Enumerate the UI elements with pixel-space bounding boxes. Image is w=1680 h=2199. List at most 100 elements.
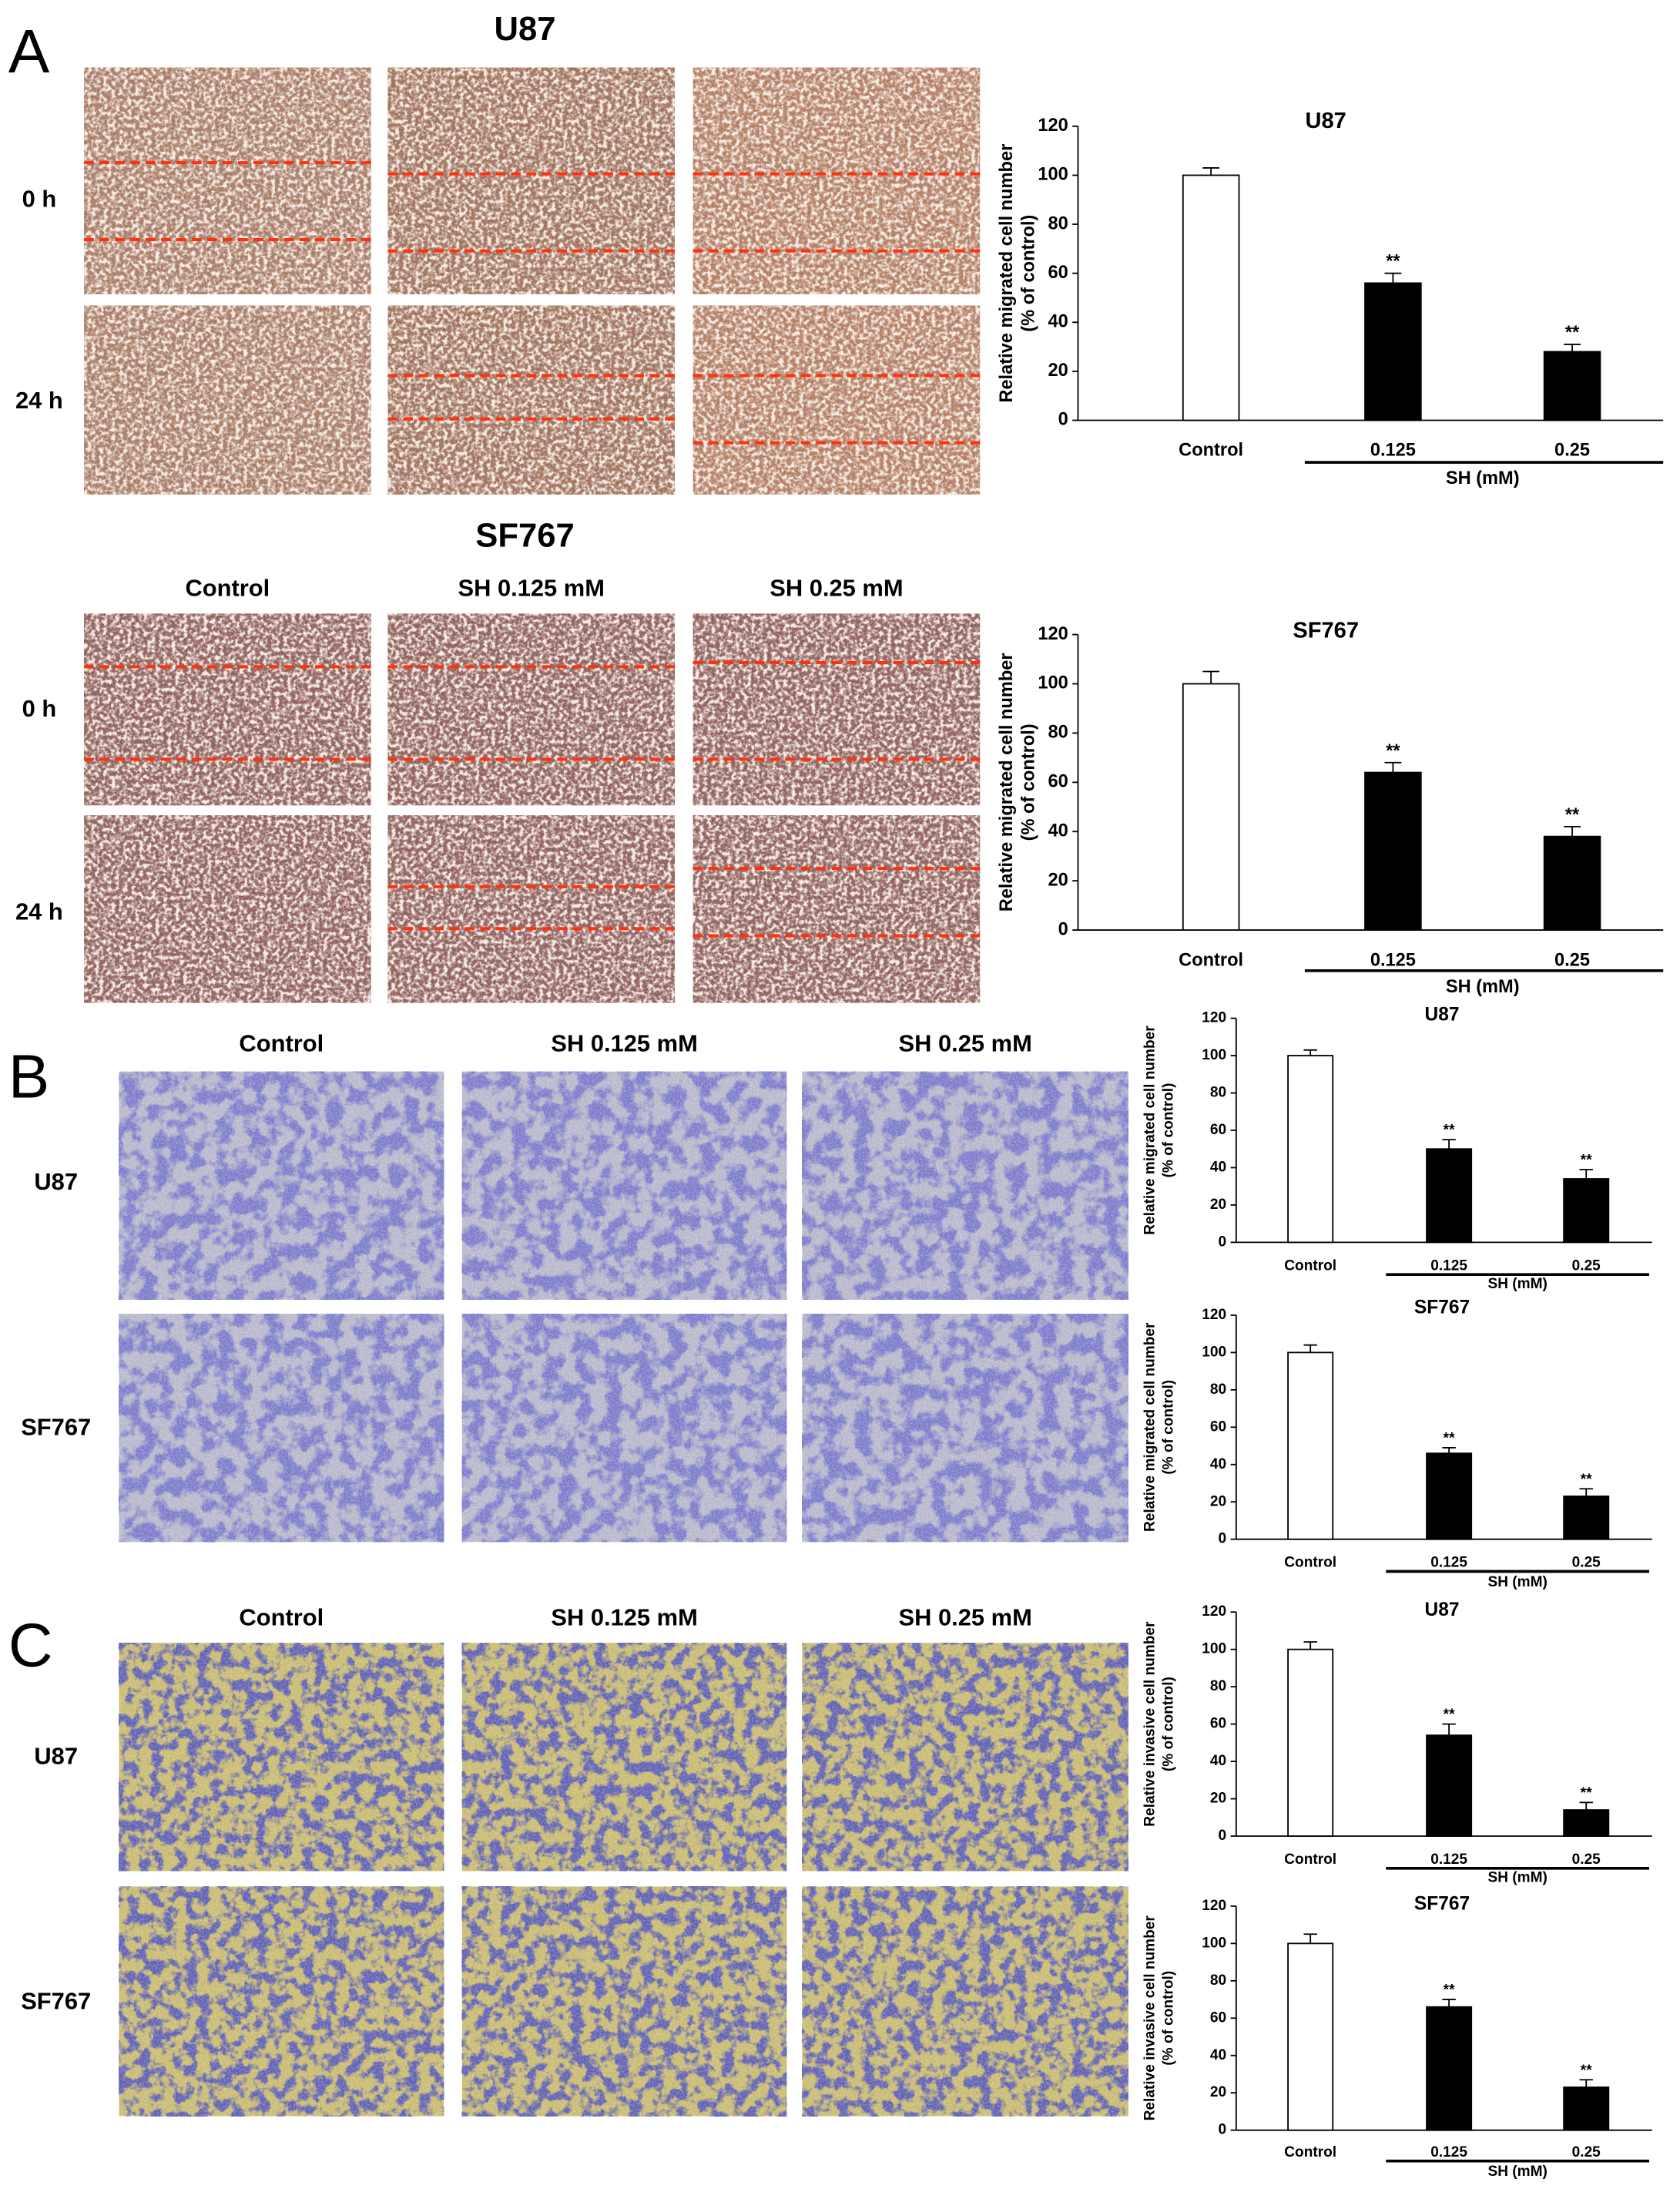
- micrograph-grain: [119, 1314, 444, 1543]
- bar: [1182, 174, 1240, 421]
- column-header: SH 0.125 mM: [551, 1029, 697, 1056]
- micrograph-grain: [692, 305, 981, 495]
- y-tick-label: 60: [1048, 772, 1068, 792]
- micrograph-grain: [692, 815, 981, 1003]
- y-tick-label: 80: [1048, 213, 1068, 233]
- row-label: 24 h: [15, 898, 63, 925]
- micrograph-grain: [84, 67, 371, 294]
- column-header: SH 0.25 mM: [899, 1029, 1032, 1056]
- section-title: SF767: [475, 518, 574, 555]
- y-axis-label: Relative invasive cell number: [1142, 1915, 1159, 2121]
- significance-mark: **: [1444, 1123, 1455, 1139]
- y-tick-label: 80: [1210, 1382, 1226, 1398]
- group-label: SH (mM): [1446, 977, 1520, 997]
- group-label: SH (mM): [1487, 1276, 1547, 1292]
- bar: [1426, 2006, 1473, 2131]
- group-label: SH (mM): [1487, 2164, 1547, 2180]
- y-tick-label: 20: [1210, 1791, 1226, 1807]
- significance-mark: **: [1581, 2063, 1592, 2079]
- y-tick-label: 40: [1210, 2047, 1226, 2063]
- y-tick-label: 40: [1210, 1456, 1226, 1472]
- bar: [1287, 1351, 1334, 1540]
- micrograph-grain: [119, 1071, 444, 1300]
- micrograph-grain: [802, 1314, 1128, 1543]
- x-tick-label: 0.125: [1430, 1555, 1467, 1571]
- bar: [1563, 2087, 1610, 2131]
- y-tick-label: 0: [1219, 1531, 1227, 1547]
- row-label: 0 h: [22, 185, 57, 212]
- x-tick-label: 0.25: [1572, 1555, 1601, 1571]
- y-tick-label: 0: [1219, 1828, 1227, 1844]
- column-header: SH 0.25 mM: [899, 1603, 1032, 1630]
- y-axis-label: Relative migrated cell number: [997, 653, 1017, 911]
- x-tick-label: 0.125: [1430, 1257, 1467, 1274]
- x-tick-label: Control: [1284, 1852, 1336, 1868]
- y-tick-label: 20: [1210, 2084, 1226, 2100]
- panel-letter: C: [8, 1610, 53, 1679]
- x-tick-label: 0.25: [1572, 1852, 1601, 1868]
- y-tick-label: 40: [1210, 1753, 1226, 1769]
- y-axis-label: Relative invasive cell number: [1142, 1621, 1159, 1827]
- y-tick-label: 80: [1210, 1085, 1226, 1101]
- significance-mark: **: [1444, 1982, 1455, 1999]
- panel-letter: A: [8, 17, 50, 86]
- y-axis-label: (% of control): [1160, 1380, 1176, 1475]
- significance-mark: **: [1581, 1152, 1592, 1168]
- column-header: SH 0.125 mM: [551, 1603, 697, 1630]
- y-axis-label: (% of control): [1019, 723, 1039, 841]
- y-tick-label: 80: [1210, 1972, 1226, 1989]
- y-tick-label: 20: [1048, 870, 1068, 890]
- significance-mark: **: [1444, 1431, 1455, 1447]
- y-tick-label: 20: [1210, 1493, 1226, 1509]
- y-axis-label: Relative migrated cell number: [1142, 1026, 1159, 1235]
- y-axis-label: Relative migrated cell number: [1142, 1322, 1159, 1532]
- row-label: SF767: [21, 1987, 91, 2014]
- y-tick-label: 100: [1038, 673, 1068, 693]
- micrograph-grain: [461, 1643, 787, 1872]
- significance-mark: **: [1581, 1472, 1592, 1488]
- chart-title: U87: [1425, 1004, 1460, 1025]
- y-tick-label: 100: [1202, 1047, 1226, 1063]
- y-tick-label: 80: [1210, 1678, 1226, 1694]
- x-tick-label: Control: [1179, 441, 1243, 461]
- y-tick-label: 120: [1202, 1898, 1226, 1914]
- significance-mark: **: [1581, 1785, 1592, 1801]
- micrograph-grain: [119, 1886, 444, 2117]
- group-label: SH (mM): [1487, 1574, 1547, 1590]
- chart-title: SF767: [1414, 1297, 1470, 1318]
- bar: [1364, 771, 1422, 931]
- panel-letter: B: [8, 1042, 49, 1110]
- y-tick-label: 20: [1048, 361, 1068, 381]
- y-tick-label: 100: [1202, 1935, 1226, 1951]
- micrograph-grain: [802, 1886, 1128, 2117]
- micrograph-grain: [802, 1071, 1128, 1300]
- x-tick-label: 0.125: [1370, 441, 1416, 461]
- micrograph-grain: [802, 1643, 1128, 1872]
- x-tick-label: 0.25: [1554, 441, 1590, 461]
- y-tick-label: 60: [1048, 263, 1068, 283]
- x-tick-label: 0.125: [1370, 950, 1416, 970]
- y-axis-label: (% of control): [1160, 1083, 1176, 1178]
- x-tick-label: 0.25: [1572, 1257, 1601, 1274]
- bar: [1287, 1942, 1334, 2131]
- row-label: U87: [34, 1742, 78, 1769]
- bar: [1563, 1809, 1610, 1837]
- bar: [1543, 835, 1601, 931]
- significance-mark: **: [1565, 805, 1580, 825]
- y-tick-label: 100: [1038, 165, 1068, 185]
- x-tick-label: Control: [1284, 1257, 1336, 1274]
- row-label: 0 h: [22, 695, 57, 722]
- bar: [1543, 351, 1601, 421]
- chart-title: SF767: [1293, 619, 1359, 643]
- y-tick-label: 100: [1202, 1641, 1226, 1657]
- y-axis-label: (% of control): [1160, 1677, 1176, 1771]
- y-tick-label: 120: [1038, 624, 1068, 644]
- micrograph-grain: [119, 1643, 444, 1872]
- micrograph-grain: [84, 613, 371, 806]
- column-header: Control: [239, 1603, 324, 1630]
- micrograph-grain: [387, 815, 676, 1003]
- micrograph-grain: [692, 613, 981, 806]
- bar: [1563, 1496, 1610, 1540]
- y-axis-label: (% of control): [1019, 215, 1039, 332]
